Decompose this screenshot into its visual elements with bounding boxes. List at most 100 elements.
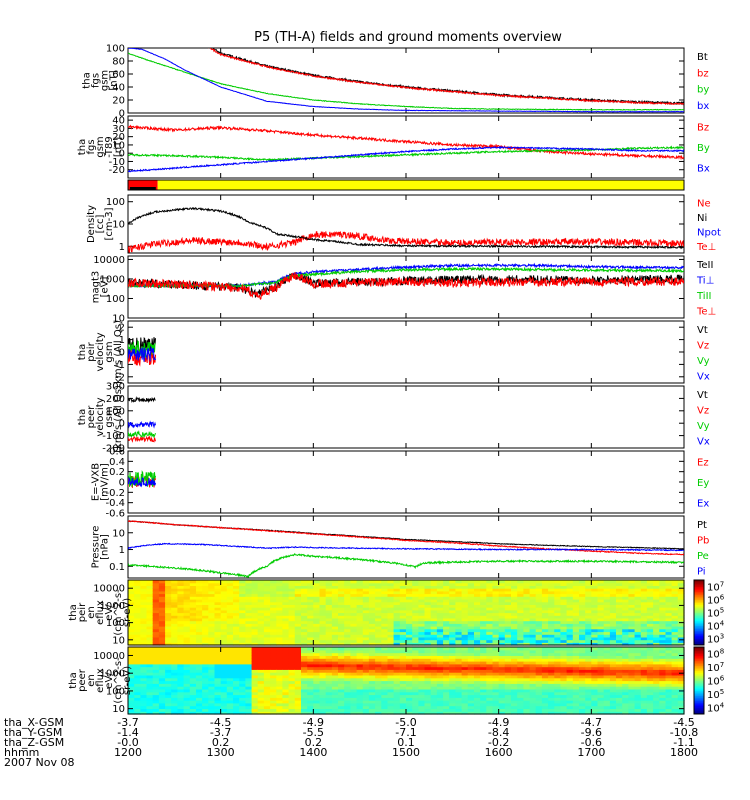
heat-cell: [375, 628, 382, 633]
heat-cell: [276, 672, 284, 676]
heat-cell: [146, 658, 154, 662]
heat-cell: [294, 649, 302, 654]
heat-cell: [263, 683, 271, 687]
heat-cell: [634, 674, 642, 679]
heat-cell: [362, 661, 370, 665]
colorbar-step: [694, 683, 704, 687]
heat-cell: [325, 708, 333, 712]
heat-cell: [251, 620, 259, 624]
heat-cell: [399, 628, 407, 633]
heat-cell: [498, 711, 506, 715]
heat-cell: [196, 628, 203, 633]
heat-cell: [622, 617, 629, 622]
heat-cell: [128, 631, 135, 635]
heat-cell: [263, 647, 271, 651]
heat-cell: [325, 702, 333, 707]
heat-cell: [430, 683, 438, 687]
heat-cell: [276, 708, 284, 712]
heat-cell: [548, 623, 555, 627]
heat-cell: [529, 702, 537, 707]
heat-cell: [659, 615, 667, 619]
heat-cell: [424, 672, 432, 676]
ephemeris-value: -9.6: [581, 726, 602, 739]
heat-cell: [140, 588, 148, 592]
heat-cell: [325, 697, 333, 701]
heat-cell: [134, 628, 141, 633]
ephemeris-value: -1.4: [117, 726, 138, 739]
heat-cell: [325, 590, 333, 595]
heat-cell: [177, 672, 185, 676]
heat-cell: [529, 585, 537, 589]
heat-cell: [498, 631, 506, 635]
heat-cell: [622, 596, 629, 600]
heat-cell: [387, 647, 395, 651]
heat-cell: [424, 631, 432, 635]
heat-cell: [387, 636, 395, 641]
heat-cell: [480, 677, 487, 682]
y-axis-label-line: gsm: [95, 136, 106, 157]
heat-cell: [233, 612, 240, 616]
colorbar-step: [694, 670, 704, 673]
heat-cell: [572, 677, 580, 682]
heat-cell: [301, 599, 308, 603]
heat-cell: [541, 686, 549, 690]
heat-cell: [480, 596, 487, 600]
heat-cell: [276, 647, 284, 651]
heat-cell: [480, 655, 487, 659]
heat-cell: [146, 672, 154, 676]
heat-cell: [529, 612, 537, 616]
heat-cell: [517, 628, 524, 633]
heat-cell: [585, 697, 592, 701]
heat-cell: [239, 652, 246, 656]
heat-cell: [375, 697, 382, 701]
heat-cell: [158, 593, 166, 597]
heat-cell: [288, 590, 296, 595]
heat-cell: [474, 661, 481, 665]
heat-cell: [270, 580, 277, 584]
heat-cell: [288, 649, 296, 654]
heat-cell: [399, 634, 407, 638]
heat-cell: [628, 585, 636, 589]
heat-cell: [183, 661, 191, 665]
heat-cell: [251, 604, 259, 608]
heat-cell: [288, 694, 296, 698]
heat-cell: [152, 636, 160, 641]
heat-cell: [628, 661, 636, 665]
heat-cell: [331, 711, 339, 715]
colorbar-label: 104: [707, 701, 725, 714]
heat-cell: [319, 686, 327, 690]
heat-cell: [214, 711, 222, 715]
heat-cell: [331, 601, 339, 605]
heat-cell: [628, 647, 636, 651]
heat-cell: [220, 631, 228, 635]
heat-cell: [418, 607, 426, 611]
heat-cell: [486, 636, 494, 641]
heat-cell: [480, 700, 487, 704]
heat-cell: [585, 593, 592, 597]
heat-cell: [622, 686, 629, 690]
heat-cell: [356, 658, 364, 662]
heat-cell: [128, 666, 135, 670]
heat-cell: [609, 708, 617, 712]
heat-cell: [554, 658, 562, 662]
heat-cell: [548, 626, 555, 630]
heat-cell: [467, 697, 475, 701]
heat-cell: [597, 609, 605, 614]
heat-cell: [634, 700, 642, 704]
heat-cell: [554, 700, 562, 704]
heat-cell: [196, 642, 203, 646]
heat-cell: [313, 596, 321, 600]
heat-cell: [362, 708, 370, 712]
heat-cell: [313, 599, 321, 603]
heat-cell: [474, 636, 481, 641]
heat-cell: [239, 705, 246, 709]
heat-cell: [282, 582, 290, 586]
heat-cell: [449, 694, 456, 698]
heat-cell: [436, 615, 444, 619]
heat-cell: [214, 674, 222, 679]
heat-cell: [202, 686, 209, 690]
heat-cell: [233, 661, 240, 665]
heat-cell: [443, 672, 450, 676]
heat-cell: [239, 604, 246, 608]
